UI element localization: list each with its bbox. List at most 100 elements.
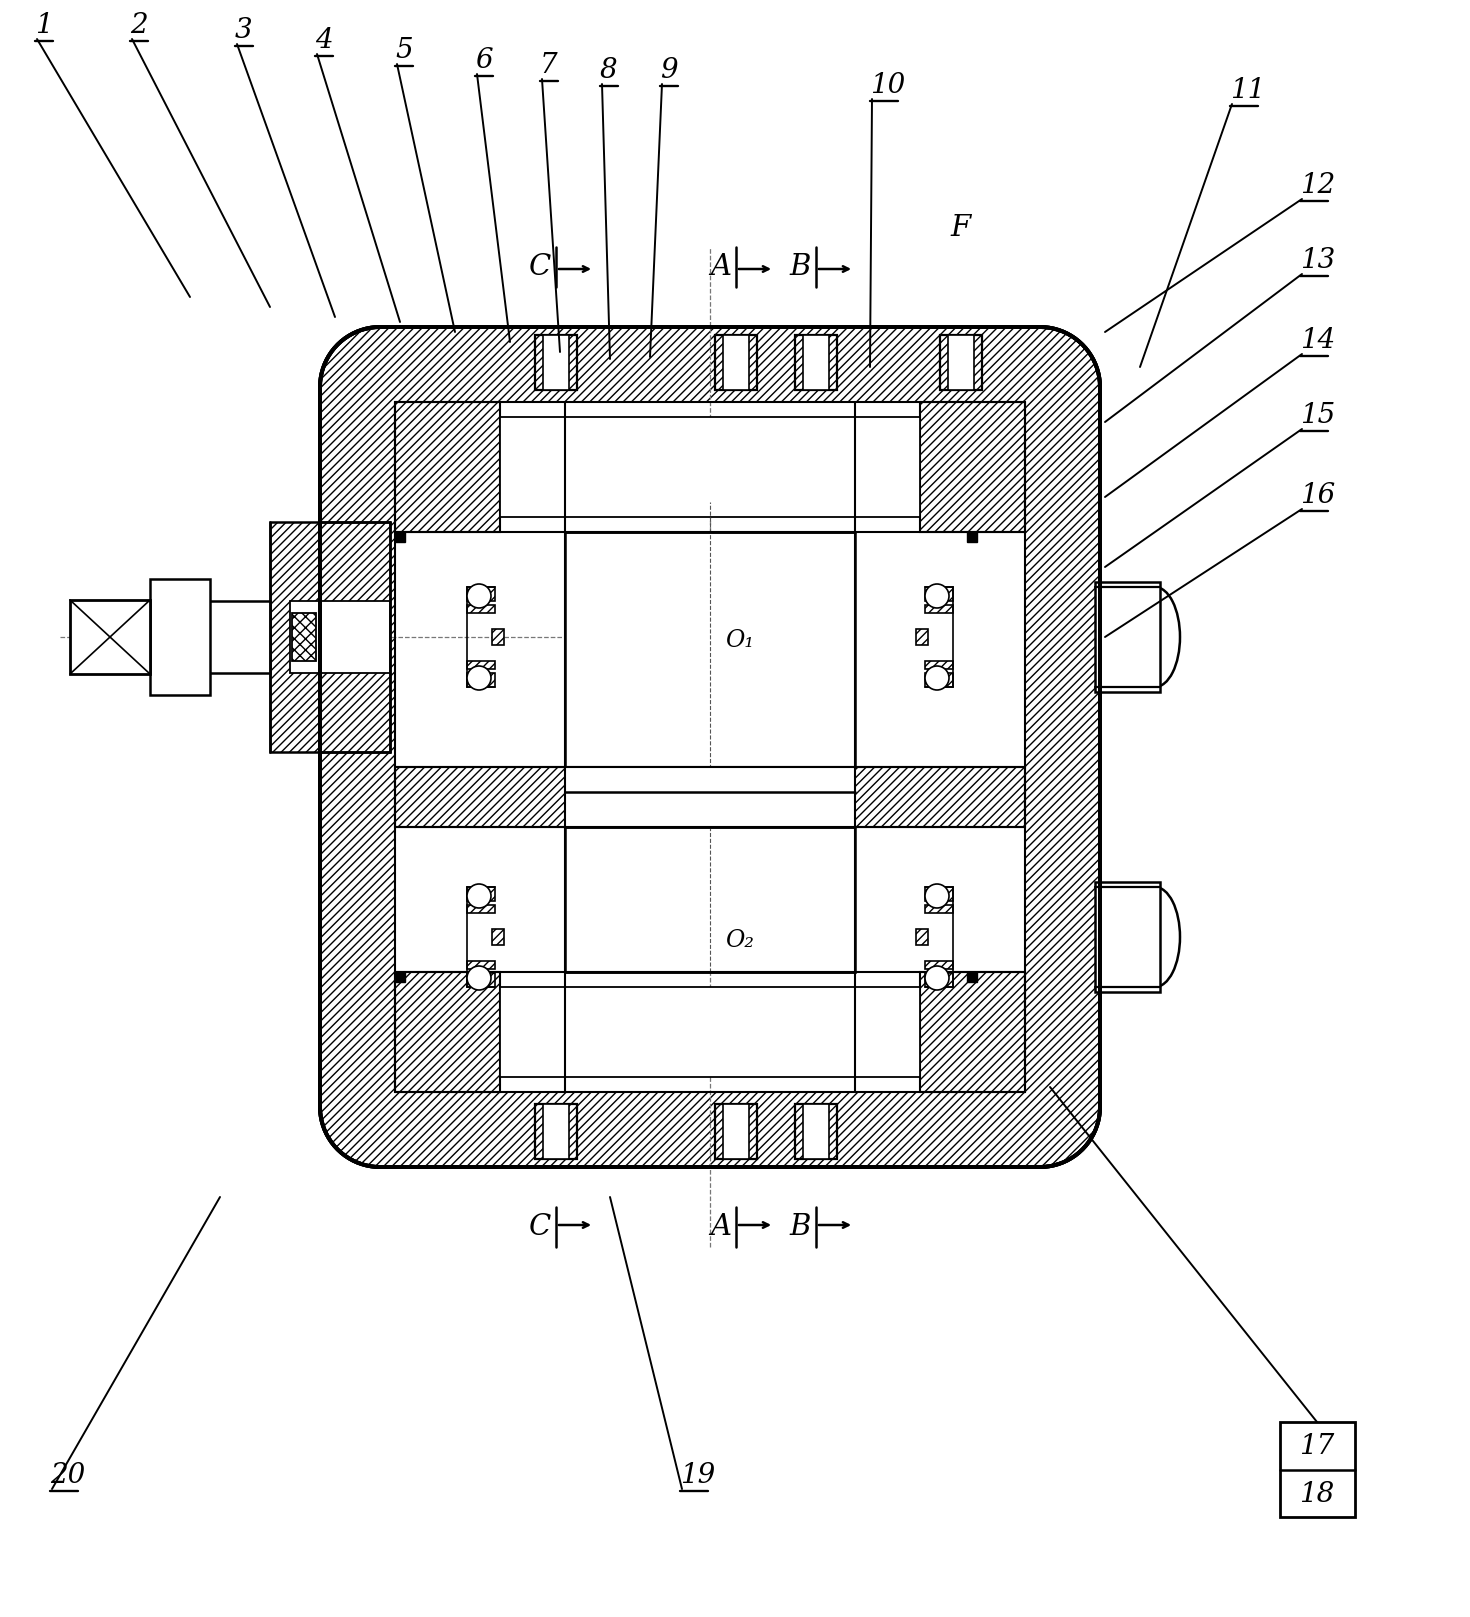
Bar (925, 673, 953, 687)
Bar (467, 605, 495, 613)
Bar (395, 403, 500, 532)
Bar (939, 335, 982, 390)
Text: 13: 13 (1299, 247, 1335, 273)
Bar (925, 661, 953, 669)
Text: 16: 16 (1299, 482, 1335, 509)
Bar (150, 602, 270, 673)
Bar (500, 986, 920, 1077)
Bar (290, 602, 390, 673)
Bar (150, 579, 210, 695)
Bar (542, 335, 569, 390)
Circle shape (467, 884, 491, 909)
Text: O₁: O₁ (725, 629, 754, 652)
Text: F: F (951, 213, 972, 243)
Circle shape (925, 666, 950, 690)
Bar (795, 1104, 836, 1159)
Circle shape (467, 584, 491, 608)
Text: B: B (789, 1213, 811, 1240)
Text: 7: 7 (539, 52, 557, 79)
Circle shape (467, 965, 491, 990)
Bar (1110, 587, 1160, 606)
Bar (920, 403, 1025, 532)
Bar (395, 766, 1025, 826)
Text: B: B (789, 252, 811, 281)
Bar (803, 1104, 829, 1159)
Text: 10: 10 (870, 73, 906, 99)
Bar (916, 629, 928, 645)
Text: 6: 6 (475, 47, 492, 74)
Bar (467, 888, 495, 901)
Text: 1: 1 (35, 11, 53, 39)
Circle shape (925, 884, 950, 909)
Circle shape (467, 666, 491, 690)
Text: C: C (529, 1213, 551, 1240)
Bar (925, 587, 953, 602)
Bar (795, 335, 836, 390)
Bar (492, 629, 504, 645)
Bar (395, 972, 406, 982)
Bar (925, 906, 953, 914)
Bar (492, 930, 504, 944)
Bar (542, 1104, 569, 1159)
Text: 14: 14 (1299, 327, 1335, 354)
Text: 2: 2 (129, 11, 147, 39)
Bar (714, 1104, 757, 1159)
Text: 11: 11 (1230, 78, 1266, 103)
Bar (71, 600, 150, 674)
Bar (948, 335, 975, 390)
Bar (925, 960, 953, 969)
Text: 19: 19 (681, 1462, 716, 1489)
Bar (564, 766, 856, 826)
Bar (723, 335, 750, 390)
Bar (714, 335, 757, 390)
Bar (535, 335, 578, 390)
Bar (395, 532, 406, 542)
Bar (920, 972, 1025, 1091)
Bar (925, 605, 953, 613)
Bar (1095, 582, 1160, 692)
Bar (916, 930, 928, 944)
Text: 20: 20 (50, 1462, 85, 1489)
Bar (395, 403, 1025, 532)
Bar (967, 972, 978, 982)
Bar (1095, 881, 1160, 991)
Bar (467, 906, 495, 914)
Bar (803, 335, 829, 390)
Bar (925, 973, 953, 986)
Polygon shape (320, 327, 1100, 1167)
Bar (535, 1104, 578, 1159)
Bar (467, 661, 495, 669)
Bar (564, 826, 856, 972)
Bar (564, 532, 856, 792)
Text: 15: 15 (1299, 403, 1335, 429)
Text: C: C (529, 252, 551, 281)
Text: 18: 18 (1299, 1481, 1335, 1507)
Text: A: A (710, 252, 731, 281)
Text: O₂: O₂ (725, 930, 754, 952)
Bar (1110, 666, 1160, 687)
Polygon shape (395, 403, 1025, 1091)
Text: 3: 3 (235, 18, 253, 44)
Bar (925, 888, 953, 901)
Text: 17: 17 (1299, 1433, 1335, 1460)
Text: 9: 9 (660, 57, 678, 84)
Bar (1105, 587, 1155, 687)
Bar (500, 417, 920, 517)
Bar (293, 613, 316, 661)
Bar (967, 532, 978, 542)
Bar (270, 522, 390, 752)
Bar (1105, 888, 1155, 986)
Bar (467, 673, 495, 687)
Bar (467, 973, 495, 986)
Bar (395, 972, 500, 1091)
Text: 4: 4 (315, 27, 332, 53)
Text: 8: 8 (600, 57, 617, 84)
Bar (467, 587, 495, 602)
Circle shape (925, 584, 950, 608)
Bar (467, 960, 495, 969)
Bar (723, 1104, 750, 1159)
Bar (1280, 1421, 1355, 1517)
Circle shape (925, 965, 950, 990)
Text: 5: 5 (395, 37, 413, 65)
Text: A: A (710, 1213, 731, 1240)
